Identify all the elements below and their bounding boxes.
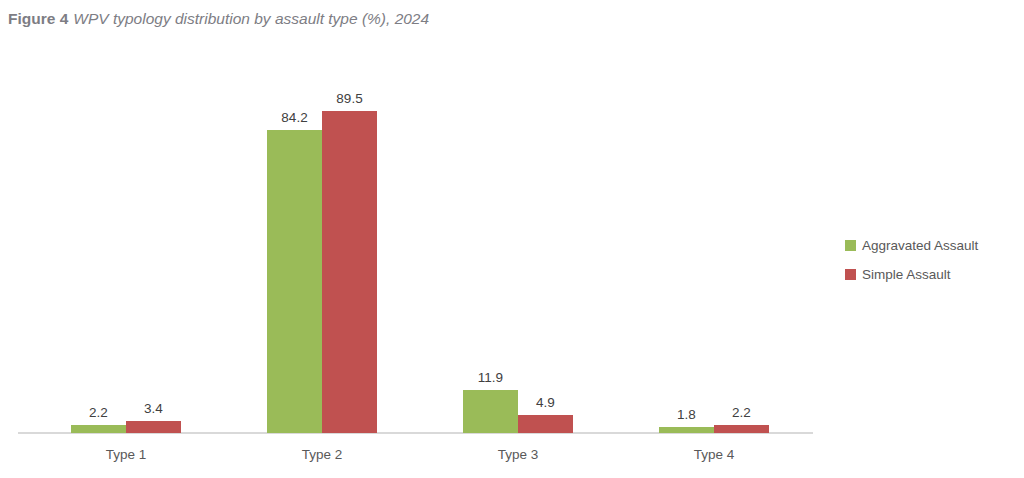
bar-value-label: 2.2 [732,405,751,420]
bar-value-label: 2.2 [89,405,108,420]
bar-aggravated-assault-type-4: 1.8 [659,427,714,434]
legend-item-aggravated-assault: Aggravated Assault [845,238,978,253]
x-axis-label-type-2: Type 2 [224,447,420,462]
bar-value-label: 4.9 [536,395,555,410]
legend-label: Aggravated Assault [862,238,978,253]
bar-simple-assault-type-2: 89.5 [322,111,377,433]
x-axis-label-type-1: Type 1 [28,447,224,462]
bar-simple-assault-type-4: 2.2 [714,425,769,433]
x-axis-label-type-4: Type 4 [616,447,812,462]
bar-aggravated-assault-type-3: 11.9 [463,390,518,433]
plot-area: 2.23.484.289.511.94.91.82.2 [28,73,812,433]
figure-container: Figure 4 WPV typology distribution by ass… [0,0,1024,478]
bar-group-type-4: 1.82.2 [616,73,812,433]
x-axis-label-type-3: Type 3 [420,447,616,462]
bar-value-label: 89.5 [336,91,362,106]
legend-label: Simple Assault [862,267,951,282]
x-axis-labels: Type 1Type 2Type 3Type 4 [28,447,812,462]
figure-title: Figure 4 WPV typology distribution by ass… [8,10,429,28]
bar-group-type-3: 11.94.9 [420,73,616,433]
bar-group-type-1: 2.23.4 [28,73,224,433]
bar-aggravated-assault-type-1: 2.2 [71,425,126,433]
bar-aggravated-assault-type-2: 84.2 [267,130,322,433]
bar-value-label: 11.9 [478,370,503,385]
bar-simple-assault-type-1: 3.4 [126,421,181,433]
bar-simple-assault-type-3: 4.9 [518,415,573,433]
legend-swatch-icon [845,240,856,251]
figure-number: Figure 4 [8,10,68,27]
bar-value-label: 84.2 [281,110,307,125]
figure-caption: WPV typology distribution by assault typ… [73,10,429,27]
legend-swatch-icon [845,269,856,280]
legend: Aggravated Assault Simple Assault [845,238,978,282]
legend-item-simple-assault: Simple Assault [845,267,978,282]
bar-value-label: 1.8 [677,407,696,422]
bar-group-type-2: 84.289.5 [224,73,420,433]
bar-value-label: 3.4 [144,401,163,416]
